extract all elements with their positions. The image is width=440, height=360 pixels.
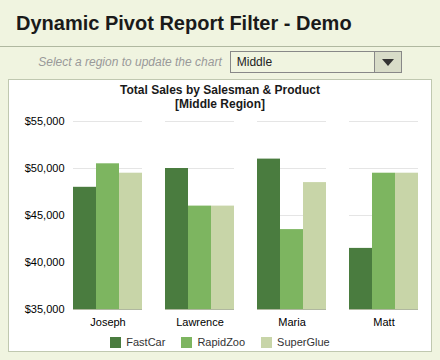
svg-text:$45,000: $45,000 (25, 209, 65, 221)
html-text:[Middle Region]: [Middle Region] (175, 97, 265, 111)
svg-text:$35,000: $35,000 (25, 303, 65, 315)
html-text:Middle: Middle (236, 55, 273, 69)
html-text:FastCar: FastCar (126, 336, 166, 348)
svg-text:$50,000: $50,000 (25, 162, 65, 174)
html-text:Select a region to update the: Select a region to update the chart (38, 55, 222, 69)
html-text:Dynamic Pivot Report Filter -: Dynamic Pivot Report Filter - Demo (16, 11, 352, 34)
html-text:SuperGlue: SuperGlue (277, 336, 330, 348)
svg-text:$55,000: $55,000 (25, 115, 65, 127)
svg-text:$40,000: $40,000 (25, 256, 65, 268)
svg-text:Matt: Matt (373, 316, 394, 328)
svg-text:Joseph: Joseph (90, 316, 125, 328)
html-text:RapidZoo: RapidZoo (197, 336, 246, 348)
html-text:Total Sales by Salesman & Prod: Total Sales by Salesman & Product (120, 83, 320, 97)
svg-text:Lawrence: Lawrence (176, 316, 224, 328)
svg-text:Maria: Maria (278, 316, 306, 328)
